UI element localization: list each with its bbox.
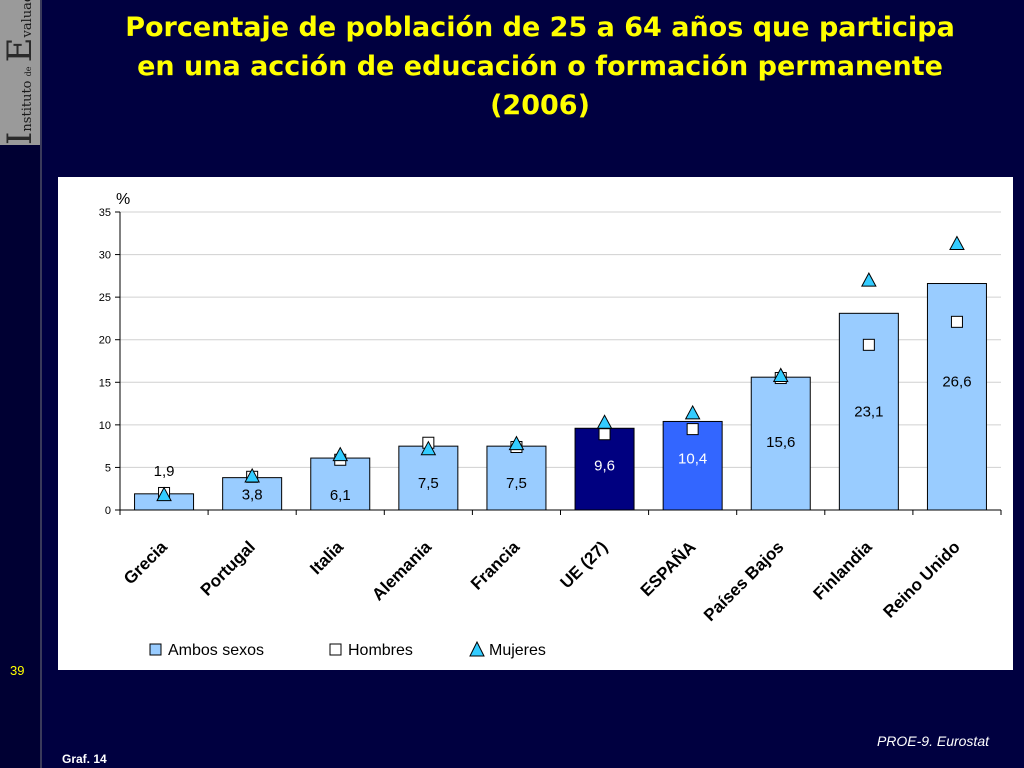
mujeres-marker-2 — [332, 446, 349, 462]
legend-label-1: Hombres — [348, 642, 413, 659]
data-label-5: 9,6 — [594, 457, 615, 474]
data-label-2: 6,1 — [330, 487, 351, 504]
category-label-0: Grecia — [120, 537, 171, 588]
sidebar: Instituto de Evaluación 39 — [0, 0, 42, 768]
y-tick-label: 10 — [99, 420, 111, 432]
bar-5 — [574, 427, 635, 511]
data-label-4: 7,5 — [506, 475, 527, 492]
y-tick-label: 5 — [105, 462, 111, 474]
hombres-marker-9 — [950, 315, 963, 328]
bar-chart: 0 5 10 15 20 25 30 35% 1,9 Grecia 3,8 Portugal 6,1 It… — [99, 191, 1002, 659]
hombres-marker-5 — [598, 428, 611, 441]
mujeres-marker-6 — [684, 404, 701, 420]
slide-number: 39 — [10, 663, 25, 678]
hombres-marker-8 — [862, 338, 875, 351]
mujeres-marker-7 — [772, 367, 789, 382]
category-label-3: Alemania — [368, 537, 435, 604]
logo-lettering: Instituto de Evaluación — [0, 0, 40, 145]
category-label-4: Francia — [467, 537, 524, 594]
y-tick-label: 30 — [99, 250, 111, 262]
data-label-3: 7,5 — [418, 475, 439, 492]
slide-title: Porcentaje de población de 25 a 64 años … — [125, 12, 955, 121]
chart-panel: 0 5 10 15 20 25 30 35% 1,9 Grecia 3,8 Portugal 6,1 It… — [58, 177, 1013, 670]
mujeres-marker-5 — [596, 414, 613, 429]
data-label-1: 3,8 — [242, 487, 263, 504]
data-label-9: 26,6 — [942, 374, 971, 391]
y-tick-label: 35 — [99, 207, 111, 219]
legend-label-2: Mujeres — [489, 642, 546, 659]
graph-label: Graf. 14 — [62, 752, 107, 766]
mujeres-marker-8 — [861, 272, 877, 287]
bar-4 — [486, 445, 547, 511]
mujeres-marker-3 — [420, 440, 437, 456]
y-tick-label: 15 — [99, 377, 111, 389]
category-label-7: Países Bajos — [700, 537, 788, 625]
legend-swatch-ambos — [149, 643, 162, 656]
bar-2 — [310, 457, 371, 511]
category-label-6: ESPAÑA — [636, 537, 699, 600]
bar-6 — [662, 420, 723, 511]
data-label-6: 10,4 — [678, 450, 707, 467]
legend-swatch-mujeres — [469, 640, 485, 657]
y-tick-label: 20 — [99, 335, 111, 347]
y-tick-label: 25 — [99, 292, 111, 304]
category-label-9: Reino Unido — [880, 537, 964, 621]
y-axis-label: % — [116, 191, 130, 208]
mujeres-marker-9 — [949, 235, 965, 251]
legend-label-0: Ambos sexos — [168, 642, 264, 659]
bar-7 — [750, 376, 811, 511]
category-label-1: Portugal — [197, 537, 259, 599]
category-label-8: Finlandia — [809, 537, 876, 604]
instituto-evaluacion-logo: Instituto de Evaluación — [0, 0, 40, 145]
category-label-5: UE (27) — [557, 537, 612, 592]
bar-3 — [398, 445, 459, 511]
bar-1 — [222, 477, 283, 511]
mujeres-marker-0 — [156, 486, 172, 502]
category-label-2: Italia — [306, 537, 347, 578]
mujeres-marker-4 — [508, 435, 525, 451]
mujeres-marker-1 — [244, 467, 260, 483]
y-tick-label: 0 — [105, 505, 111, 517]
data-label-0: 1,9 — [154, 463, 175, 480]
hombres-marker-6 — [686, 423, 699, 436]
data-label-7: 15,6 — [766, 434, 795, 451]
legend-swatch-hombres — [329, 643, 342, 656]
data-label-8: 23,1 — [854, 403, 883, 420]
source-note: PROE-9. Eurostat — [876, 733, 989, 749]
